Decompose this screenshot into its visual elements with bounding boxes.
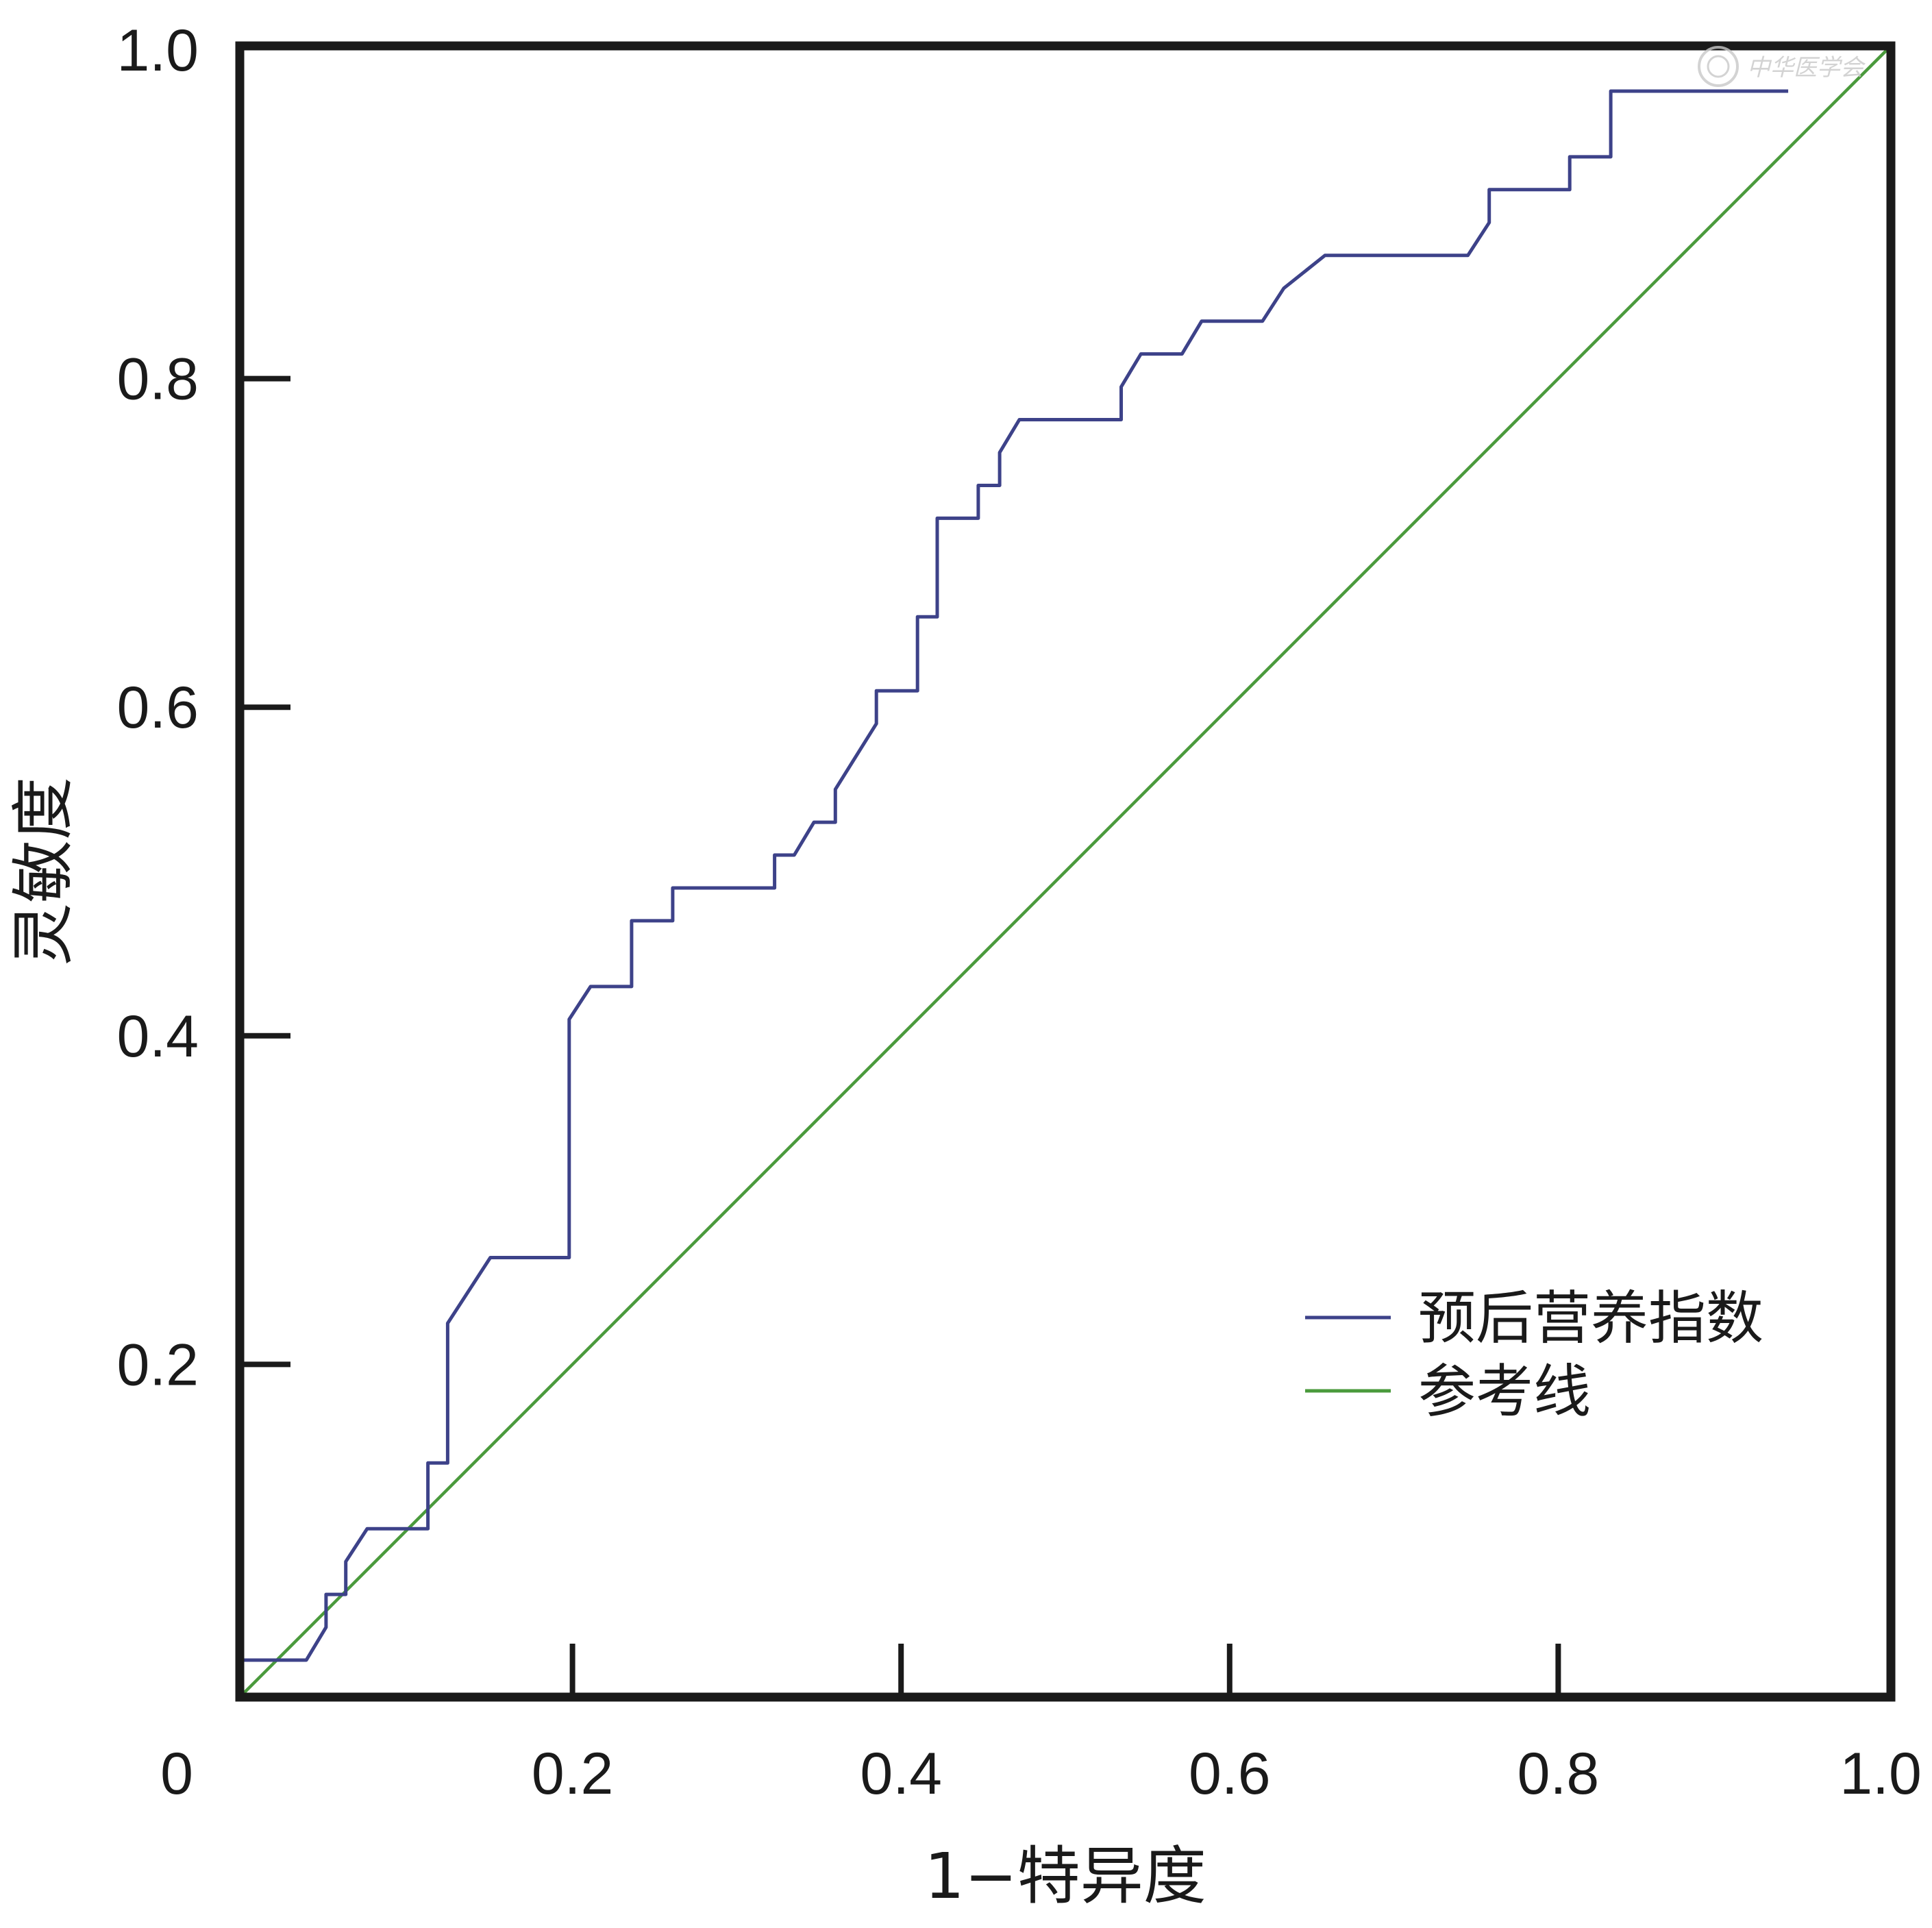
x-tick-label-0: 0 (160, 1741, 193, 1807)
x-axis-title: 1−特异度 (924, 1840, 1206, 1913)
y-tick-label-0.6: 0.6 (116, 675, 199, 741)
legend: 预后营养指数 参考线 (1305, 1285, 1763, 1425)
series-layer (243, 49, 1888, 1694)
plot-frame (235, 41, 1896, 1702)
tick-layer (244, 375, 1561, 1693)
watermark-seal-icon (1698, 46, 1739, 87)
series-line-prognostic-nutritional-index (244, 89, 1789, 1662)
y-tick-label-0.8: 0.8 (116, 347, 199, 412)
x-tick-label-0.8: 0.8 (1518, 1741, 1600, 1807)
y-tick-label-0.4: 0.4 (116, 1004, 199, 1070)
x-tick-label-0.4: 0.4 (860, 1741, 942, 1807)
series-line-reference (243, 49, 1888, 1694)
legend-label-reference-line: 参考线 (1418, 1358, 1591, 1425)
watermark-seal-inner-icon (1707, 55, 1730, 78)
x-tick-label-0.6: 0.6 (1189, 1741, 1271, 1807)
y-axis-title: 灵敏度 (7, 777, 80, 966)
watermark-text: 中华医学会 (1747, 54, 1866, 82)
legend-label-prognostic-nutritional-index: 预后营养指数 (1418, 1285, 1763, 1352)
watermark-logo: 中华医学会 (1698, 46, 1866, 87)
label-layer: 0 0.2 0.4 0.6 0.8 1.0 0.2 0.4 0.6 0.8 1.0 (116, 18, 1921, 1807)
x-tick-label-0.2: 0.2 (532, 1741, 614, 1807)
x-tick-label-1.0: 1.0 (1840, 1741, 1922, 1807)
y-tick-label-1.0: 1.0 (116, 18, 199, 84)
y-tick-label-0.2: 0.2 (116, 1332, 199, 1398)
